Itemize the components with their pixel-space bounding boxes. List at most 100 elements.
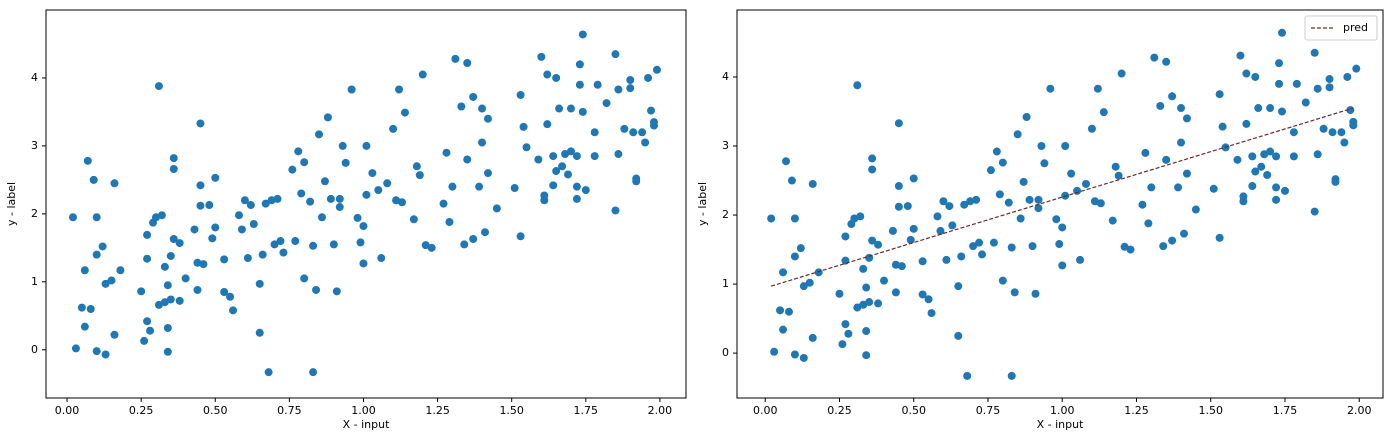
scatter-point <box>1150 53 1159 62</box>
scatter-point <box>326 194 335 203</box>
scatter-point <box>377 254 386 263</box>
scatter-point <box>909 174 918 183</box>
scatter-point <box>865 298 874 307</box>
scatter-point <box>249 220 258 229</box>
scatter-point <box>799 282 808 291</box>
scatter-point <box>1251 72 1260 81</box>
scatter-point <box>1352 64 1361 73</box>
scatter-point <box>620 124 629 133</box>
scatter-point <box>270 240 279 249</box>
scatter-point <box>787 176 796 185</box>
scatter-point <box>154 82 163 91</box>
scatter-point <box>359 259 368 268</box>
y-axis-label: y - label <box>696 182 709 226</box>
scatter-point <box>1337 128 1346 137</box>
scatter-point <box>853 81 862 90</box>
scatter-point <box>626 84 635 93</box>
scatter-point <box>1325 75 1334 84</box>
scatter-point <box>1019 177 1028 186</box>
scatter-point <box>264 368 273 377</box>
scatter-point <box>335 194 344 203</box>
scatter-point <box>1004 198 1013 207</box>
scatter-point <box>98 242 107 251</box>
scatter-point <box>566 104 575 113</box>
scatter-point <box>220 287 229 296</box>
scatter-point <box>602 99 611 108</box>
scatter-point <box>240 196 249 205</box>
scatter-point <box>1108 216 1117 225</box>
scatter-point <box>1310 48 1319 57</box>
scatter-point <box>891 288 900 297</box>
scatter-point <box>614 150 623 159</box>
scatter-point <box>1325 83 1334 92</box>
plot-area <box>767 28 1361 380</box>
scatter-point <box>1040 159 1049 168</box>
scatter-point <box>927 309 936 318</box>
scatter-point <box>572 152 581 161</box>
scatter-point <box>1180 229 1189 238</box>
scatter-point <box>312 285 321 294</box>
chart: 0.00 0.25 0.50 0.75 1.00 1.25 1.50 1.75 2.00 0 1 2 3… <box>5 9 687 431</box>
scatter-point <box>1144 219 1153 228</box>
scatter-point <box>101 350 110 359</box>
scatter-point <box>838 340 847 349</box>
scatter-point <box>463 59 472 68</box>
scatter-point <box>317 213 326 222</box>
scatter-point <box>1263 171 1272 180</box>
scatter-point <box>1120 242 1129 251</box>
scatter-point <box>555 104 564 113</box>
scatter-point <box>309 241 318 250</box>
scatter-point <box>784 307 793 316</box>
scatter-point <box>611 206 620 215</box>
scatter-point <box>1067 169 1076 178</box>
y-axis-label: y - label <box>5 182 18 226</box>
scatter-point <box>341 158 350 167</box>
scatter-point <box>237 225 246 234</box>
scatter-point <box>844 329 853 338</box>
scatter-point <box>972 195 981 204</box>
scatter-point <box>641 138 650 147</box>
x-tick-label: 2.00 <box>648 404 673 417</box>
scatter-point <box>362 190 371 199</box>
scatter-point <box>1266 104 1275 113</box>
scatter-point <box>400 108 409 117</box>
scatter-point <box>483 169 492 178</box>
scatter-point <box>116 266 125 275</box>
scatter-point <box>1058 223 1067 232</box>
scatter-point <box>1061 142 1070 151</box>
scatter-point <box>478 104 487 113</box>
scatter-point <box>83 156 92 165</box>
scatter-point <box>460 240 469 249</box>
scatter-point <box>374 186 383 195</box>
scatter-point <box>652 65 661 74</box>
scatter-point <box>475 182 484 191</box>
scatter-point <box>1257 162 1266 171</box>
scatter-point <box>1034 204 1043 213</box>
scatter-point <box>1313 150 1322 159</box>
scatter-point <box>196 181 205 190</box>
scatter-point <box>1272 183 1281 192</box>
scatter-point <box>540 191 549 200</box>
scatter-point <box>986 166 995 175</box>
scatter-point <box>897 262 906 271</box>
x-tick-label: 1.50 <box>499 404 524 417</box>
scatter-point <box>288 165 297 174</box>
scatter-point <box>1052 215 1061 224</box>
scatter-point <box>593 80 602 89</box>
scatter-point <box>632 177 641 186</box>
scatter-point <box>868 165 877 174</box>
scatter-point <box>1182 114 1191 123</box>
chart: 0.00 0.25 0.50 0.75 1.00 1.25 1.50 1.75 2.00 0 1 2 3… <box>696 9 1384 431</box>
x-tick-label: 0.00 <box>753 404 778 417</box>
scatter-point <box>86 304 95 313</box>
scatter-point <box>779 325 788 334</box>
scatter-point <box>169 234 178 243</box>
y-tick-label: 2 <box>31 207 38 220</box>
scatter-point <box>626 75 635 84</box>
scatter-point <box>1013 130 1022 139</box>
scatter-point <box>315 130 324 139</box>
x-tick-label: 1.00 <box>351 404 376 417</box>
scatter-point <box>1087 124 1096 133</box>
scatter-point <box>1349 121 1358 130</box>
scatter-point <box>874 299 883 308</box>
